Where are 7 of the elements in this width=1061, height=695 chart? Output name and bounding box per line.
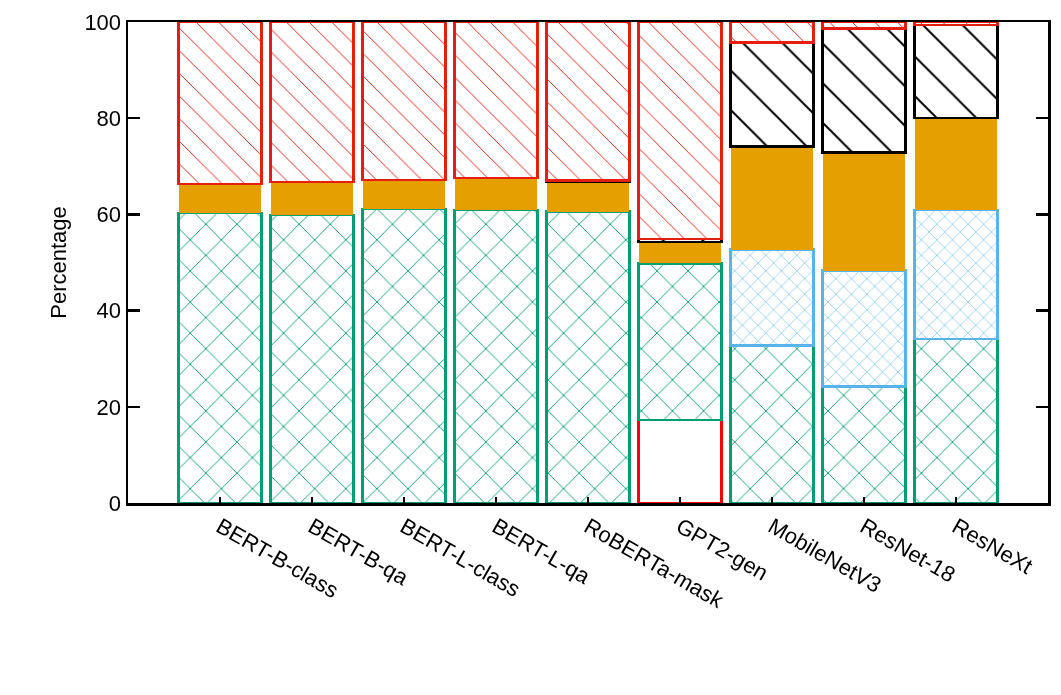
y-tick-label: 80: [96, 105, 122, 131]
y-tick-label: 40: [96, 298, 122, 324]
y-tick-label: 100: [84, 9, 122, 35]
y-tick-label: 20: [96, 394, 122, 420]
y-axis-title: Percentage: [45, 206, 71, 319]
y-tick-label: 0: [108, 490, 122, 516]
y-tick-label: 60: [96, 202, 122, 228]
